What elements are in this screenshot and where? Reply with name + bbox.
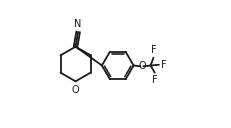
Text: F: F xyxy=(161,60,167,70)
Text: F: F xyxy=(151,45,156,55)
Text: N: N xyxy=(74,19,82,29)
Text: O: O xyxy=(72,85,79,95)
Text: F: F xyxy=(152,75,158,85)
Text: O: O xyxy=(138,61,146,71)
